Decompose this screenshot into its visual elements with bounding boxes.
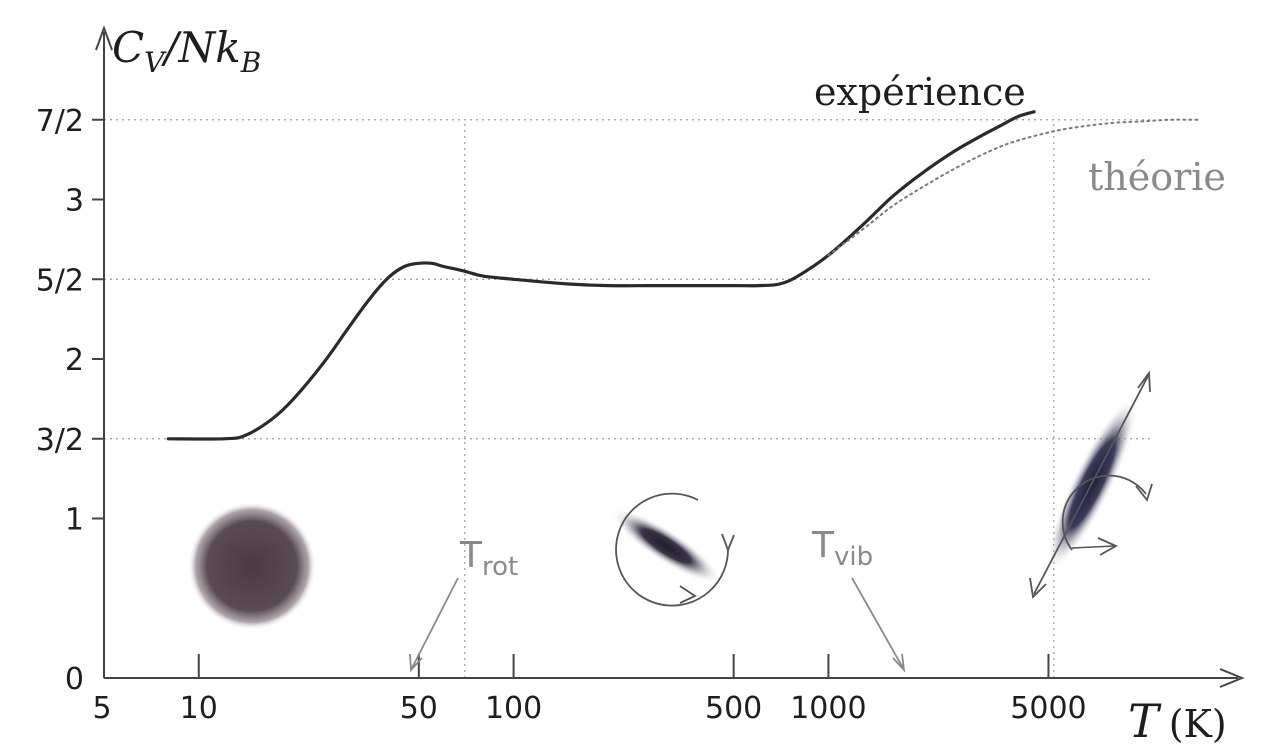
y-tick-label: 3 bbox=[65, 184, 84, 219]
x-tick-label: 10 bbox=[180, 691, 218, 726]
monoatomic-molecule-illustration bbox=[188, 502, 316, 630]
y-axis-title-sub1: V bbox=[144, 46, 167, 79]
t-vib-label: Tvib bbox=[811, 525, 873, 572]
y-tick-label: 2 bbox=[65, 343, 84, 378]
series-label-experience: expérience bbox=[814, 70, 1026, 114]
y-tick-label: 1 bbox=[65, 503, 84, 538]
y-tick-label: 3/2 bbox=[36, 423, 84, 458]
series bbox=[166, 110, 1200, 441]
reference-grid bbox=[104, 119, 1150, 678]
y-axis-title: CV/NkB bbox=[112, 23, 261, 79]
x-tick-label: 1000 bbox=[790, 691, 866, 726]
t-rot-label: Trot bbox=[459, 535, 518, 582]
series-line-theorie bbox=[827, 118, 1200, 257]
t-vib-arrow bbox=[851, 577, 906, 673]
x-axis-title-unit: (K) bbox=[1169, 702, 1227, 746]
x-axis-title: T (K) bbox=[1128, 694, 1227, 748]
y-tick-label: 0 bbox=[65, 662, 84, 697]
t-rot-arrow bbox=[409, 577, 459, 673]
y-axis-title-main: C bbox=[112, 23, 144, 72]
y-axis-title-sub2: B bbox=[240, 46, 262, 79]
x-tick-label: 5000 bbox=[1010, 691, 1086, 726]
t-rot-label-main: T bbox=[459, 535, 483, 576]
t-rot-label-sub: rot bbox=[482, 552, 518, 582]
x-tick-label: 500 bbox=[705, 691, 762, 726]
y-tick-label: 5/2 bbox=[36, 263, 84, 298]
rotating-diatomic-illustration bbox=[611, 492, 735, 607]
vibrating-rotating-diatomic-illustration bbox=[1029, 370, 1153, 599]
y-tick-label: 7/2 bbox=[36, 104, 84, 139]
x-axis-title-var: T bbox=[1128, 694, 1162, 748]
y-axis-arrow bbox=[95, 25, 113, 51]
t-vib-label-main: T bbox=[811, 525, 835, 566]
t-vib-label-sub: vib bbox=[834, 542, 873, 572]
rotation-arrow-icon bbox=[1061, 474, 1147, 551]
vibration-arrow-icon bbox=[1033, 375, 1149, 595]
y-axis-title-mid: /Nk bbox=[160, 23, 240, 72]
x-tick-label: 50 bbox=[400, 691, 438, 726]
rotation-arrow-icon bbox=[615, 492, 729, 607]
series-label-theorie: théorie bbox=[1088, 155, 1226, 199]
series-line-experience bbox=[166, 110, 1036, 441]
x-tick-label: 5 bbox=[92, 691, 111, 726]
x-axis-arrow bbox=[1219, 668, 1245, 688]
x-tick-label: 100 bbox=[485, 691, 542, 726]
ticks: 0 1 3/2 2 5/2 3 7/2 5 10 50 100 500 1000 5000 bbox=[36, 104, 1087, 726]
